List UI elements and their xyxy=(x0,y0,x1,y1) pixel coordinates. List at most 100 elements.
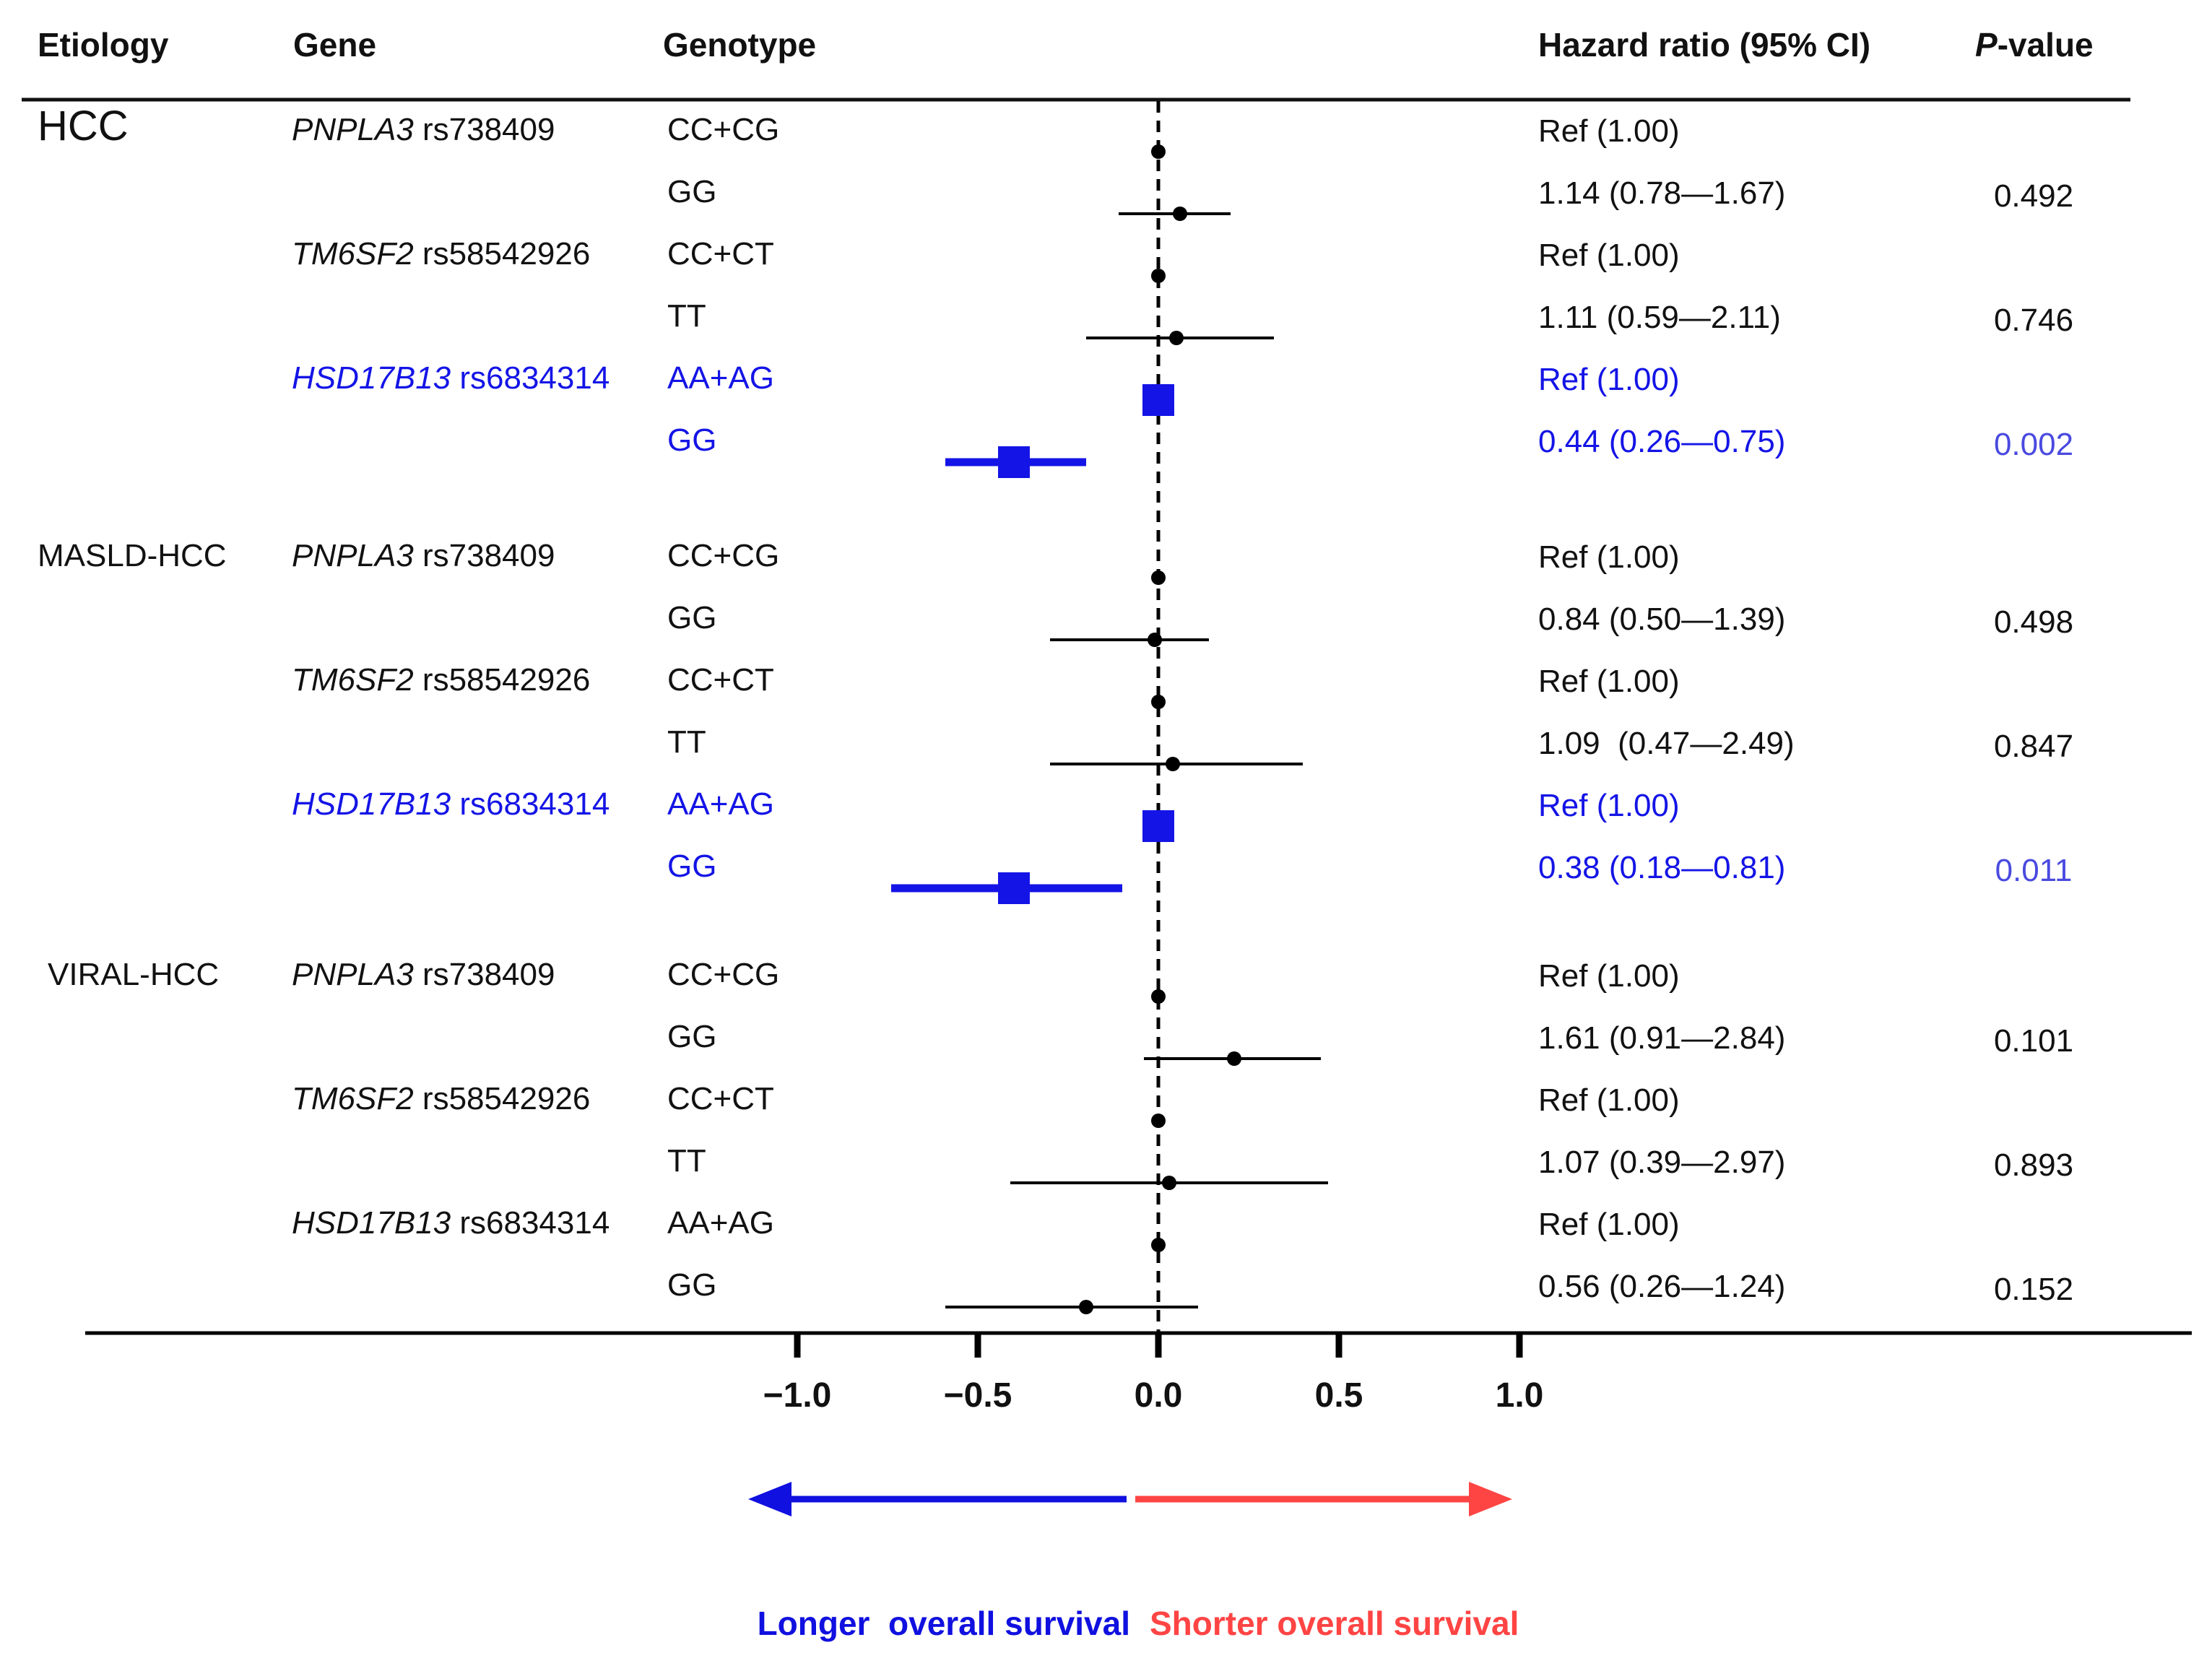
genotype-label: CC+CG xyxy=(667,112,779,147)
forest-row: GG 0.38 (0.18—0.81) 0.011 xyxy=(667,848,2072,904)
snp-id: rs58542926 xyxy=(414,662,591,698)
point-estimate-marker xyxy=(1151,989,1166,1004)
gene-name: TM6SF2 xyxy=(292,1081,414,1116)
hazard-ratio-value: Ref (1.00) xyxy=(1538,238,1680,273)
etiology-label: HCC xyxy=(38,103,129,149)
gene-name: HSD17B13 xyxy=(292,1205,451,1241)
etiology-group: HCC PNPLA3 rs738409 CC+CG Ref (1.00) GG 1.14 … xyxy=(38,103,2073,478)
header-pvalue: P-value xyxy=(1975,26,2094,64)
hazard-ratio-value: 0.44 (0.26—0.75) xyxy=(1538,424,1785,459)
x-tick-label: 0.0 xyxy=(1135,1376,1183,1415)
p-value: 0.498 xyxy=(1994,604,2073,640)
header-pvalue-italic: P xyxy=(1975,26,1998,64)
genotype-label: GG xyxy=(667,174,716,209)
genotype-label: AA+AG xyxy=(667,786,774,822)
forest-row: GG 0.56 (0.26—1.24) 0.152 xyxy=(667,1267,2073,1314)
forest-row: TM6SF2 rs58542926 CC+CT Ref (1.00) xyxy=(292,1081,1680,1128)
point-estimate-marker xyxy=(1142,810,1174,842)
genotype-label: GG xyxy=(667,1019,716,1054)
etiology-group: VIRAL-HCC PNPLA3 rs738409 CC+CG Ref (1.00) G… xyxy=(48,957,2073,1314)
gene-label: PNPLA3 rs738409 xyxy=(292,957,555,992)
snp-id: rs738409 xyxy=(414,957,555,992)
longer-survival-label: Longer overall survival xyxy=(758,1605,1130,1642)
gene-label: HSD17B13 rs6834314 xyxy=(292,1205,610,1241)
hazard-ratio-value: 1.11 (0.59—2.11) xyxy=(1538,300,1781,335)
snp-id: rs6834314 xyxy=(451,360,610,396)
hazard-ratio-value: 1.09 (0.47—2.49) xyxy=(1538,726,1795,761)
forest-row: GG 1.14 (0.78—1.67) 0.492 xyxy=(667,174,2073,221)
x-tick-label: −0.5 xyxy=(944,1376,1012,1415)
shorter-survival-arrowhead-icon xyxy=(1469,1482,1512,1516)
x-tick-label: 1.0 xyxy=(1496,1376,1544,1415)
genotype-label: GG xyxy=(667,848,716,884)
p-value: 0.002 xyxy=(1994,427,2073,462)
hazard-ratio-value: 0.56 (0.26—1.24) xyxy=(1538,1269,1785,1304)
gene-label: HSD17B13 rs6834314 xyxy=(292,786,610,822)
x-tick-label: −1.0 xyxy=(763,1376,832,1415)
hazard-ratio-value: 1.07 (0.39—2.97) xyxy=(1538,1145,1785,1180)
hazard-ratio-value: 1.61 (0.91—2.84) xyxy=(1538,1020,1785,1056)
gene-name: TM6SF2 xyxy=(292,236,414,272)
shorter-survival-label: Shorter overall survival xyxy=(1150,1605,1519,1642)
gene-name: HSD17B13 xyxy=(292,786,451,822)
genotype-label: TT xyxy=(667,724,706,760)
hazard-ratio-value: Ref (1.00) xyxy=(1538,539,1680,575)
p-value: 0.492 xyxy=(1994,178,2073,214)
point-estimate-marker xyxy=(1151,570,1166,585)
genotype-label: GG xyxy=(667,1267,716,1303)
header-gene: Gene xyxy=(293,26,376,64)
snp-id: rs738409 xyxy=(414,112,555,147)
hazard-ratio-value: Ref (1.00) xyxy=(1538,362,1680,397)
point-estimate-marker xyxy=(1173,207,1187,221)
forest-row: HSD17B13 rs6834314 AA+AG Ref (1.00) xyxy=(292,360,1680,416)
genotype-label: CC+CT xyxy=(667,236,774,272)
point-estimate-marker xyxy=(1169,331,1184,345)
point-estimate-marker xyxy=(1151,695,1166,709)
genotype-label: CC+CG xyxy=(667,957,779,992)
gene-name: PNPLA3 xyxy=(292,957,414,992)
forest-row: TM6SF2 rs58542926 CC+CT Ref (1.00) xyxy=(292,236,1680,283)
etiology-group: MASLD-HCC PNPLA3 rs738409 CC+CG Ref (1.00) G… xyxy=(38,538,2073,904)
forest-row: GG 0.84 (0.50—1.39) 0.498 xyxy=(667,600,2073,647)
point-estimate-marker xyxy=(1079,1300,1093,1314)
hazard-ratio-value: Ref (1.00) xyxy=(1538,1207,1680,1242)
genotype-label: GG xyxy=(667,422,716,458)
forest-row: PNPLA3 rs738409 CC+CG Ref (1.00) xyxy=(292,957,1680,1004)
hazard-ratio-value: Ref (1.00) xyxy=(1538,788,1680,823)
etiology-label: MASLD-HCC xyxy=(38,538,227,573)
hazard-ratio-value: Ref (1.00) xyxy=(1538,958,1680,994)
genotype-label: TT xyxy=(667,298,706,334)
forest-row: GG 0.44 (0.26—0.75) 0.002 xyxy=(667,422,2073,478)
gene-label: TM6SF2 rs58542926 xyxy=(292,662,590,698)
point-estimate-marker xyxy=(1151,1114,1166,1128)
p-value: 0.847 xyxy=(1994,729,2073,764)
p-value: 0.893 xyxy=(1994,1147,2073,1183)
forest-row: GG 1.61 (0.91—2.84) 0.101 xyxy=(667,1019,2073,1066)
gene-name: PNPLA3 xyxy=(292,112,414,147)
point-estimate-marker xyxy=(1166,757,1180,771)
gene-label: PNPLA3 rs738409 xyxy=(292,112,555,147)
gene-label: PNPLA3 rs738409 xyxy=(292,538,555,573)
header-genotype: Genotype xyxy=(663,26,816,64)
snp-id: rs738409 xyxy=(414,538,555,573)
hazard-ratio-value: Ref (1.00) xyxy=(1538,664,1680,699)
forest-row: PNPLA3 rs738409 CC+CG Ref (1.00) xyxy=(292,112,1680,159)
p-value: 0.152 xyxy=(1994,1272,2073,1307)
gene-label: TM6SF2 rs58542926 xyxy=(292,236,590,272)
point-estimate-marker xyxy=(1227,1051,1241,1066)
snp-id: rs58542926 xyxy=(414,236,591,272)
p-value: 0.746 xyxy=(1994,303,2073,338)
gene-name: PNPLA3 xyxy=(292,538,414,573)
gene-name: TM6SF2 xyxy=(292,662,414,698)
point-estimate-marker xyxy=(998,872,1030,904)
point-estimate-marker xyxy=(1148,633,1162,647)
genotype-label: AA+AG xyxy=(667,1205,774,1241)
header-hazard-ratio: Hazard ratio (95% CI) xyxy=(1538,26,1870,64)
genotype-label: CC+CT xyxy=(667,1081,774,1116)
point-estimate-marker xyxy=(1151,144,1166,159)
snp-id: rs58542926 xyxy=(414,1081,591,1116)
x-tick-label: 0.5 xyxy=(1315,1376,1363,1415)
point-estimate-marker xyxy=(1142,384,1174,416)
etiology-label: VIRAL-HCC xyxy=(48,957,219,992)
genotype-label: AA+AG xyxy=(667,360,774,396)
